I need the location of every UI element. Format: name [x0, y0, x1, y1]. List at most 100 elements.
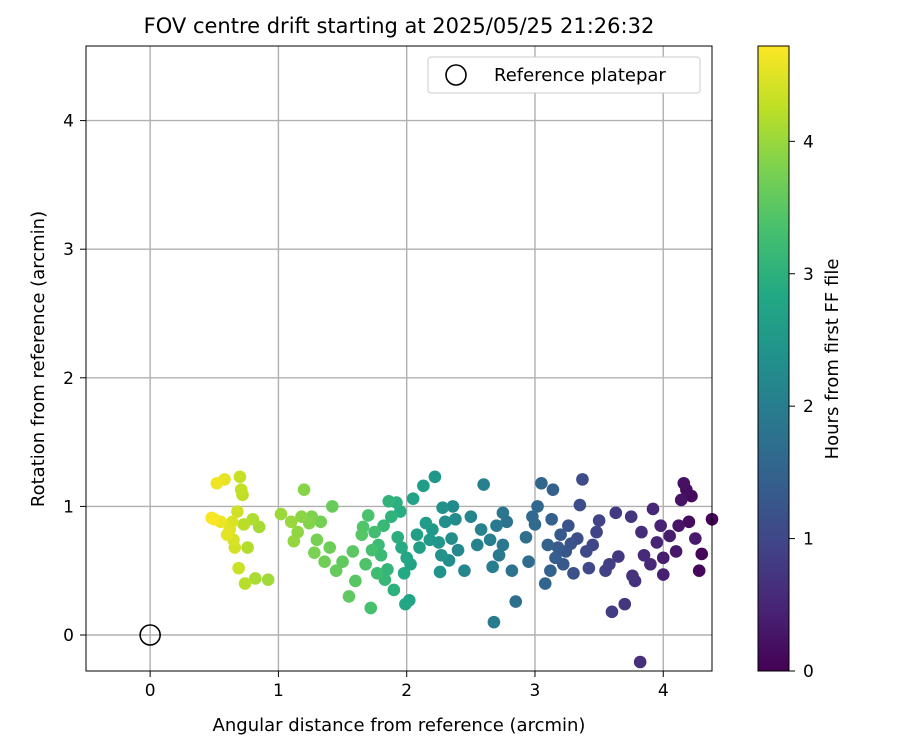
scatter-point — [541, 538, 555, 552]
scatter-point — [261, 573, 275, 586]
scatter-point — [368, 525, 381, 539]
scatter-point — [237, 518, 251, 531]
colorbar-ticks: 0 1 2 3 4 — [789, 132, 814, 682]
scatter-points — [205, 470, 719, 669]
x-tick-label: 0 — [145, 681, 156, 701]
scatter-point — [637, 548, 651, 562]
scatter-point — [381, 563, 394, 576]
colorbar-tick-label: 3 — [803, 265, 814, 285]
scatter-point — [496, 538, 510, 552]
y-tick-label: 2 — [63, 369, 74, 389]
scatter-point — [612, 550, 625, 563]
scatter-point — [470, 538, 484, 552]
colorbar-label: Hours from first FF file — [822, 259, 843, 460]
scatter-point — [377, 519, 390, 532]
scatter-point — [624, 510, 638, 523]
scatter-point — [654, 519, 667, 532]
scatter-point — [646, 502, 660, 516]
y-tick-label: 0 — [63, 626, 74, 646]
scatter-point — [562, 519, 575, 532]
scatter-point — [318, 555, 331, 568]
colorbar-gradient — [757, 45, 790, 672]
scatter-point — [359, 557, 372, 571]
scatter-point — [635, 525, 648, 539]
scatter-point — [342, 590, 356, 603]
plot-frame — [85, 45, 713, 672]
scatter-point — [449, 512, 462, 526]
scatter-point — [428, 470, 442, 484]
x-tick-label: 2 — [401, 681, 412, 701]
plot-area: 0 1 2 3 4 0 1 2 3 4 — [63, 45, 719, 701]
colorbar-tick-label: 2 — [803, 397, 814, 417]
scatter-point — [419, 516, 433, 530]
scatter-point — [682, 515, 696, 529]
scatter-point — [308, 546, 321, 559]
scatter-point — [238, 577, 252, 590]
scatter-point — [435, 548, 448, 562]
scatter-point — [346, 545, 360, 558]
scatter-point — [287, 534, 301, 548]
scatter-point — [582, 561, 596, 575]
scatter-point — [382, 494, 396, 508]
scatter-point — [417, 479, 430, 493]
scatter-point — [464, 510, 478, 523]
scatter-point — [490, 519, 503, 532]
scatter-point — [579, 545, 593, 558]
scatter-point — [492, 548, 506, 562]
scatter-point — [220, 528, 234, 541]
scatter-point — [663, 529, 676, 543]
scatter-point — [399, 597, 412, 611]
scatter-point — [391, 530, 405, 544]
scatter-point — [535, 476, 548, 490]
y-tick-label: 3 — [63, 240, 74, 260]
legend-box — [427, 56, 701, 94]
scatter-point — [551, 541, 565, 554]
scatter-point — [519, 530, 533, 544]
scatter-point — [554, 528, 567, 541]
scatter-point — [531, 500, 544, 513]
scatter-point — [336, 555, 349, 568]
scatter-point — [400, 551, 413, 565]
scatter-point — [295, 510, 308, 523]
scatter-point — [633, 655, 647, 669]
legend-label: Reference platepar — [494, 65, 666, 86]
scatter-point — [549, 551, 562, 565]
scatter-point — [546, 483, 560, 496]
scatter-point — [410, 528, 424, 541]
scatter-point — [232, 561, 245, 575]
scatter-point — [509, 595, 523, 608]
scatter-point — [433, 565, 447, 579]
scatter-point — [231, 505, 244, 518]
scatter-point — [644, 557, 657, 571]
x-axis-ticks: 0 1 2 3 4 — [145, 671, 669, 701]
scatter-point — [599, 564, 612, 577]
scatter-point — [406, 492, 420, 505]
scatter-point — [526, 510, 539, 523]
scatter-point — [397, 566, 411, 580]
x-axis-label: Angular distance from reference (arcmin) — [213, 715, 586, 736]
x-tick-label: 1 — [273, 681, 284, 701]
scatter-point — [210, 476, 224, 490]
scatter-point — [538, 577, 552, 590]
scatter-point — [355, 528, 369, 541]
scatter-point — [323, 541, 337, 554]
y-axis-label: Rotation from reference (arcmin) — [28, 211, 49, 507]
x-tick-label: 4 — [658, 681, 669, 701]
legend: Reference platepar — [427, 56, 701, 94]
scatter-point — [234, 483, 248, 496]
scatter-point — [669, 545, 683, 558]
scatter-point — [274, 507, 288, 521]
reference-marker — [139, 624, 161, 646]
scatter-point — [573, 498, 587, 512]
scatter-point — [233, 470, 247, 484]
scatter-point — [576, 473, 589, 486]
scatter-point — [618, 597, 632, 611]
scatter-point — [609, 506, 623, 520]
scatter-point — [451, 543, 465, 557]
scatter-point — [689, 532, 702, 545]
chart-title: FOV centre drift starting at 2025/05/25 … — [144, 14, 655, 38]
scatter-point — [385, 510, 398, 523]
scatter-point — [364, 601, 378, 615]
scatter-point — [605, 605, 619, 619]
scatter-point — [413, 541, 426, 554]
